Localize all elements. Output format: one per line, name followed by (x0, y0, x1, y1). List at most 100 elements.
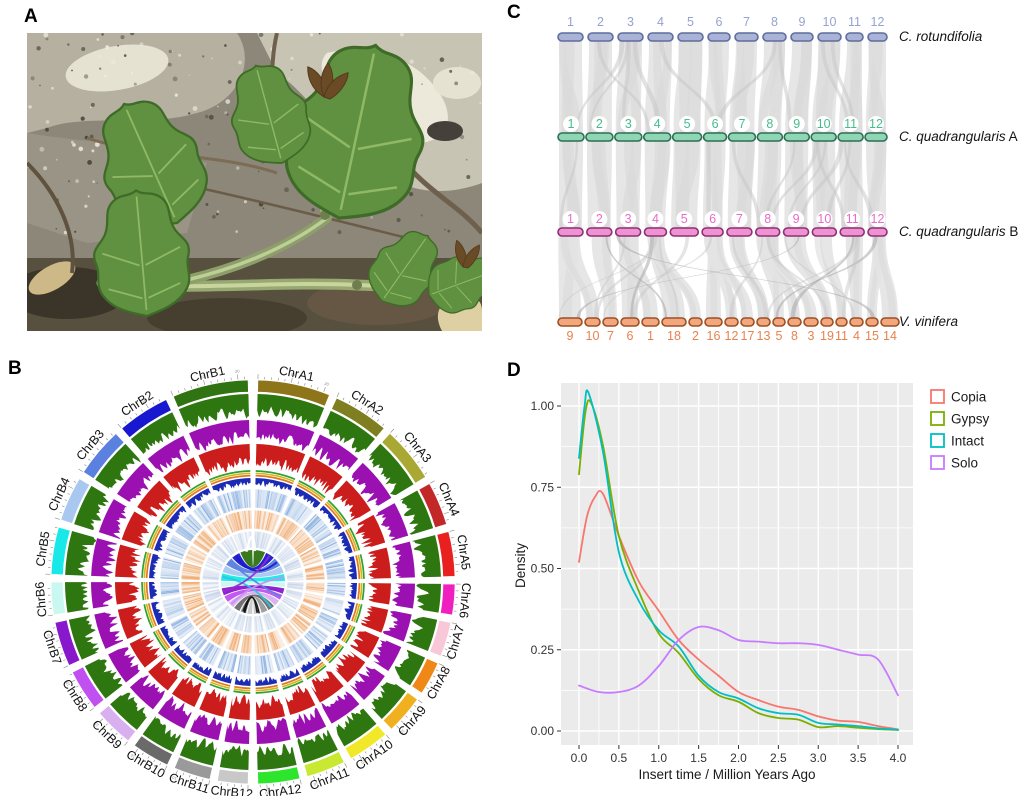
synteny-ribbon (221, 573, 285, 582)
histogram-track-green (65, 394, 441, 770)
chromosome-bar (756, 317, 771, 327)
chromosome-number: 3 (627, 15, 634, 29)
chromosome-bar (557, 227, 584, 237)
synteny-strand (678, 41, 692, 133)
chromosome-number: 3 (808, 329, 815, 343)
species-label: V. vinifera (899, 314, 959, 329)
synteny-ribbon (240, 550, 266, 568)
svg-text:10: 10 (141, 397, 148, 404)
density-curve-intact (578, 389, 899, 731)
x-tick-label: 3.5 (850, 751, 867, 765)
synteny-strand (594, 236, 626, 318)
x-tick-label: 0.0 (571, 751, 588, 765)
synteny-strand (842, 236, 860, 318)
chromosome-bar (602, 317, 619, 327)
chromosome-arc (411, 658, 439, 694)
chromosome-bar (661, 317, 687, 327)
synteny-strand (843, 141, 875, 228)
chromosome-bar (669, 227, 700, 237)
svg-text:10: 10 (64, 680, 71, 687)
synteny-strand (675, 141, 700, 228)
chromosome-number: 2 (597, 15, 604, 29)
chromosome-number: 4 (853, 329, 860, 343)
chromosome-number: 5 (684, 117, 691, 131)
synteny-strand (767, 236, 859, 318)
chromosome-number: 12 (871, 212, 885, 226)
synteny-ribbon (243, 597, 260, 614)
axes: 0.0 0.5 1.0 1.5 2.0 2.5 3.0 3.5 4.0 0.00 0.25 0.50 0… (513, 399, 907, 782)
synteny-strand (793, 236, 830, 318)
chromosome-number: 7 (738, 117, 745, 131)
chromosome-arc (440, 583, 456, 616)
chromosome-arc (99, 705, 137, 742)
chromosome-bar (835, 317, 848, 327)
chromosome-number: 1 (567, 212, 574, 226)
chromosome-bar (677, 32, 704, 42)
synteny-ribbons (221, 535, 285, 614)
legend-swatch (930, 433, 945, 448)
chromosome-number: 6 (627, 329, 634, 343)
heat-track-2 (181, 510, 325, 654)
legend-label: Solo (951, 456, 978, 471)
synteny-strand (601, 236, 615, 318)
synteny-strand (626, 41, 642, 133)
svg-text:10: 10 (290, 371, 296, 377)
chromosome-number: 3 (625, 212, 632, 226)
synteny-strand (815, 141, 846, 228)
chromosome-number: 5 (687, 15, 694, 29)
chromosome-number: 4 (652, 212, 659, 226)
species-label: C. quadrangularis A (899, 129, 1018, 144)
chromosome-number: 14 (883, 329, 897, 343)
chromosome-bar (643, 227, 668, 237)
chromosome-arc (83, 433, 125, 480)
chromosome-arc (303, 751, 345, 777)
synteny-strand (729, 236, 764, 318)
chromosome-arc (121, 399, 172, 439)
chromosome-ticks: 10 20 10 10 10 10 10 10 10 10 10 10 20 10 10 10 10 10 10 10… (43, 368, 466, 795)
chromosome-bars (557, 32, 900, 327)
synteny-strand (877, 236, 897, 318)
chromosome-number: 8 (791, 329, 798, 343)
synteny-strand (576, 236, 800, 318)
synteny-strand (561, 41, 575, 133)
svg-text:10: 10 (93, 721, 100, 728)
species-label: C. rotundifolia (899, 29, 983, 44)
chromosome-arc (381, 432, 426, 484)
svg-text:10: 10 (449, 508, 455, 515)
synteny-diagram: 1 2 3 4 5 6 7 8 9 10 11 121 2 3 4 5 6 7 8 9 10 11 121 2 3 4 5 6 7 8 9 1… (557, 15, 1018, 343)
chromosome-number: 10 (817, 117, 831, 131)
species-label: C. quadrangularis B (899, 224, 1018, 239)
synteny-strand (623, 141, 639, 228)
chromosome-bar (865, 317, 879, 327)
chromosome-label: ChrA1 (278, 364, 316, 384)
chromosome-bar (754, 227, 781, 237)
chromosome-bar (727, 132, 757, 142)
chromosome-number: 11 (848, 15, 861, 29)
y-tick-label: 0.75 (531, 480, 555, 494)
chromosome-bar (586, 227, 613, 237)
chromosome-number: 11 (846, 212, 859, 226)
synteny-strand (559, 141, 579, 228)
synteny-strand (731, 141, 761, 228)
svg-text:10: 10 (94, 435, 101, 442)
chromosome-bar (740, 317, 755, 327)
chromosome-bar (803, 317, 819, 327)
synteny-strand (787, 141, 827, 228)
chromosome-bar (614, 132, 643, 142)
chromosome-arc (257, 766, 301, 785)
density-curves (578, 389, 899, 731)
x-axis-title: Insert time / Million Years Ago (638, 767, 815, 782)
chromosome-number: 9 (567, 329, 574, 343)
svg-text:10: 10 (312, 781, 318, 787)
svg-text:10: 10 (171, 775, 178, 782)
histogram-track-blue (149, 478, 357, 686)
chromosome-label: ChrB12 (210, 783, 254, 796)
chromosome-number: 1 (567, 15, 574, 29)
synteny-strand (790, 236, 855, 318)
chromosome-number: 10 (823, 15, 837, 29)
chromosome-number: 10 (586, 329, 600, 343)
synteny-strand (596, 41, 650, 133)
chromosome-arc (382, 692, 418, 730)
chromosome-number: 12 (725, 329, 739, 343)
chromosome-number: 9 (793, 117, 800, 131)
